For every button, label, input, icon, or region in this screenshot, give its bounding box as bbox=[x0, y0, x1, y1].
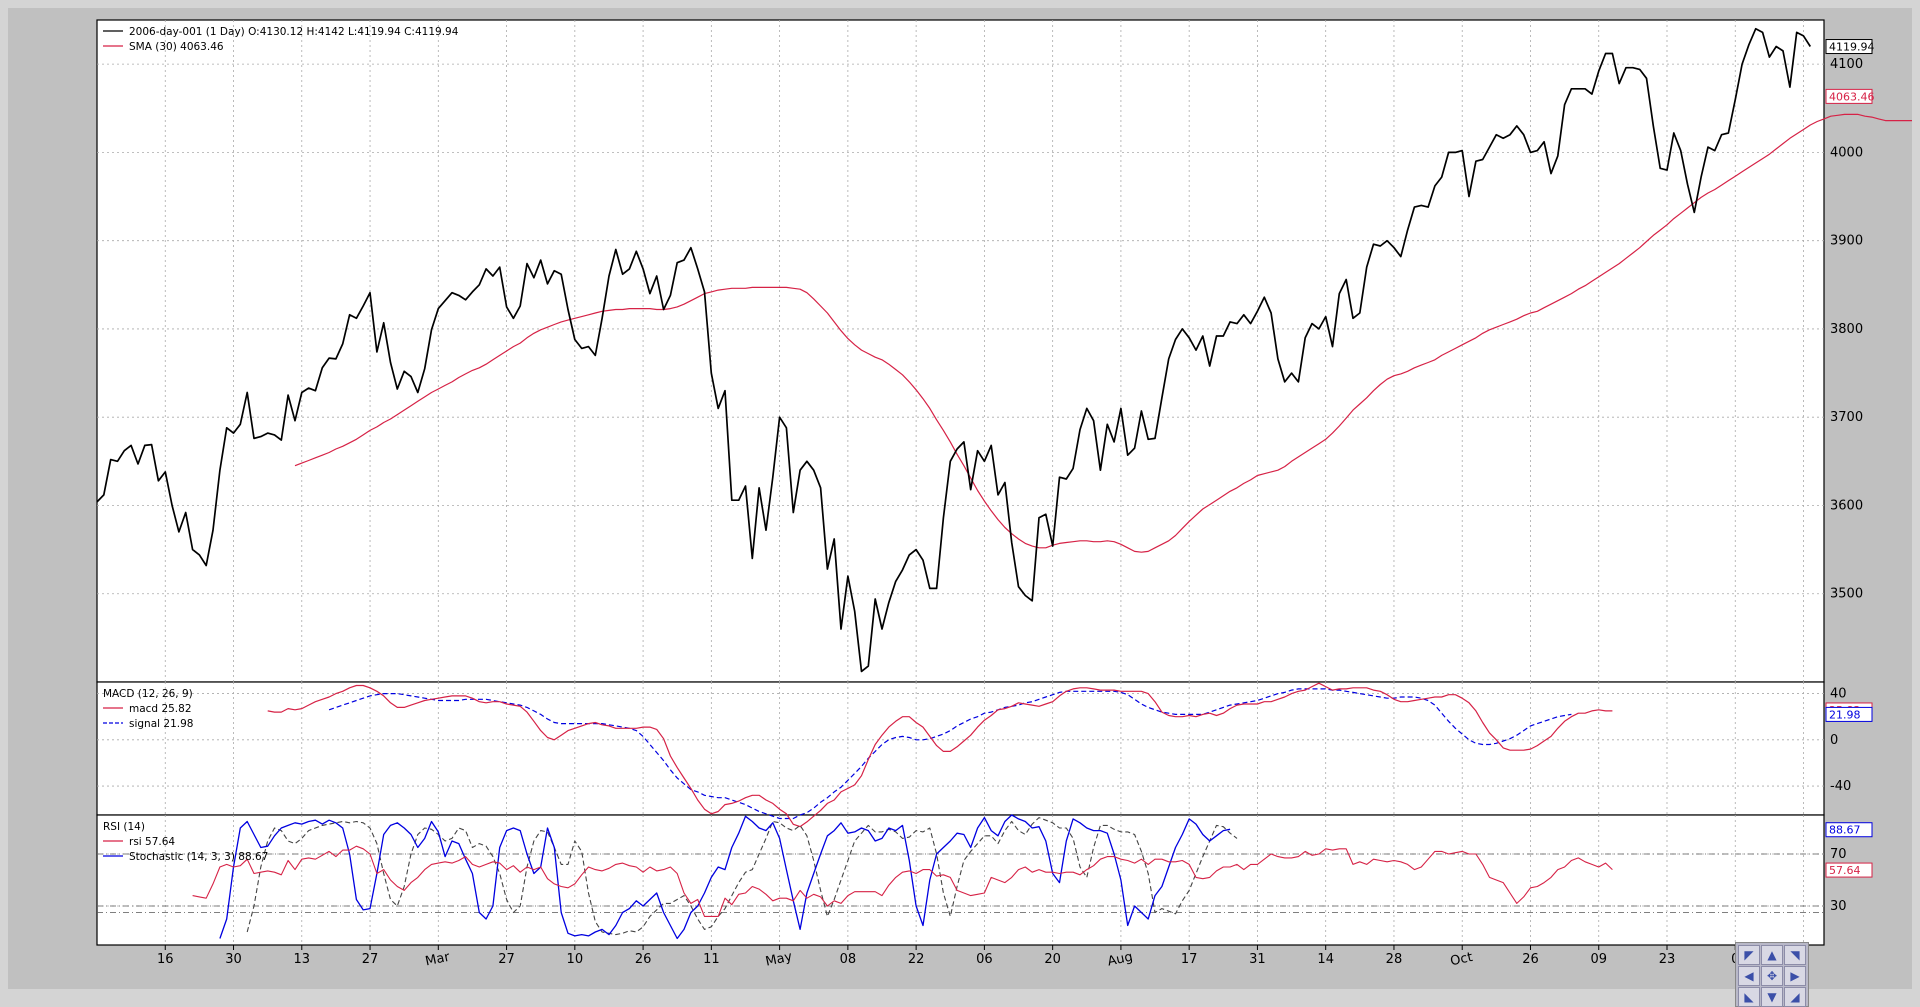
y-tick-label: 4000 bbox=[1830, 145, 1863, 160]
y-tick-label: 3500 bbox=[1830, 587, 1863, 602]
panel-macd bbox=[96, 681, 1825, 816]
legend-entry: rsi 57.64 bbox=[129, 836, 175, 848]
x-tick-label: 31 bbox=[1249, 952, 1266, 967]
pan-center-button[interactable]: ✥ bbox=[1761, 966, 1783, 986]
y-tick-label: 3900 bbox=[1830, 234, 1863, 249]
y-tick-label: 3800 bbox=[1830, 322, 1863, 337]
x-tick-label: 13 bbox=[294, 952, 311, 967]
y-tick-label: 0 bbox=[1830, 733, 1838, 748]
last-value-tag-box bbox=[1825, 88, 1873, 104]
y-tick-label: 4100 bbox=[1830, 57, 1863, 72]
close-price-line bbox=[96, 27, 1812, 673]
last-value-tag-box bbox=[1825, 706, 1873, 722]
pan-up-left-button[interactable]: ◤ bbox=[1738, 945, 1760, 965]
legend-entry: Stochastic (14, 3, 3) 88.67 bbox=[129, 851, 268, 863]
pan-up-button[interactable]: ▲ bbox=[1761, 945, 1783, 965]
x-tick-label: 23 bbox=[1659, 952, 1676, 967]
x-tick-label: 27 bbox=[362, 952, 379, 967]
chart-canvas: 16 30 13 27 Mar 27 10 26 11 May 08 22 06 20 Aug 17 31 14 2… bbox=[96, 19, 1912, 970]
x-tick-label: Mar bbox=[424, 950, 452, 970]
last-value-tag-box bbox=[1825, 822, 1873, 838]
legend-entry: 2006-day-001 (1 Day) O:4130.12 H:4142 L:… bbox=[129, 26, 459, 38]
last-value-tag: 4063.46 bbox=[1829, 90, 1875, 103]
pan-down-left-button[interactable]: ◣ bbox=[1738, 987, 1760, 1007]
x-tick-label: 11 bbox=[703, 952, 720, 967]
legend-entry: RSI (14) bbox=[103, 821, 145, 833]
last-value-tag: 21.98 bbox=[1829, 708, 1861, 721]
pan-right-button[interactable]: ▶ bbox=[1784, 966, 1806, 986]
legend-entry: signal 21.98 bbox=[129, 718, 193, 730]
y-tick-label: 70 bbox=[1830, 847, 1847, 862]
x-tick-label: 06 bbox=[976, 952, 993, 967]
stochastic-k-line bbox=[219, 814, 1231, 940]
last-value-tag: 57.64 bbox=[1829, 864, 1861, 877]
x-tick-label: Oct bbox=[1449, 950, 1474, 969]
panel-price bbox=[96, 19, 1825, 683]
x-tick-label: Aug bbox=[1106, 950, 1134, 970]
x-tick-label: 27 bbox=[498, 952, 515, 967]
chart-window: 16 30 13 27 Mar 27 10 26 11 May 08 22 06 20 Aug 17 31 14 2… bbox=[8, 8, 1912, 1007]
x-tick-label: 22 bbox=[908, 952, 925, 967]
y-tick-label: -40 bbox=[1830, 779, 1851, 794]
macd-line bbox=[267, 682, 1613, 828]
x-tick-label: 26 bbox=[635, 952, 652, 967]
x-tick-label: 10 bbox=[567, 952, 584, 967]
pan-left-button[interactable]: ◀ bbox=[1738, 966, 1760, 986]
last-value-tag: 4119.94 bbox=[1829, 41, 1875, 54]
pan-down-right-button[interactable]: ◢ bbox=[1784, 987, 1806, 1007]
y-tick-label: 3700 bbox=[1830, 410, 1863, 425]
last-value-tag: 88.67 bbox=[1829, 824, 1861, 837]
legend-entry: macd 25.82 bbox=[129, 703, 192, 715]
x-tick-label: 09 bbox=[1590, 952, 1607, 967]
last-value-tag-box bbox=[1825, 862, 1873, 878]
last-value-tag-box bbox=[1825, 39, 1873, 55]
rsi-line bbox=[192, 845, 1613, 917]
x-tick-label: 08 bbox=[840, 952, 857, 967]
x-tick-label: 20 bbox=[1044, 952, 1061, 967]
signal-line bbox=[328, 688, 1572, 820]
legend-entry: SMA (30) 4063.46 bbox=[129, 41, 224, 53]
legend-entry: MACD (12, 26, 9) bbox=[103, 688, 193, 700]
y-tick-label: 30 bbox=[1830, 899, 1847, 914]
x-tick-label: May bbox=[764, 949, 794, 969]
pan-up-right-button[interactable]: ◥ bbox=[1784, 945, 1806, 965]
x-tick-label: 16 bbox=[157, 952, 174, 967]
x-tick-label: 14 bbox=[1317, 952, 1334, 967]
navigation-widget: ◤ ▲ ◥ ◀ ✥ ▶ ◣ ▼ ◢ bbox=[1735, 942, 1809, 1007]
stochastic-d-line bbox=[246, 817, 1238, 936]
x-tick-label: 17 bbox=[1181, 952, 1198, 967]
sma-line bbox=[294, 113, 1912, 553]
y-tick-label: 40 bbox=[1830, 687, 1847, 702]
x-tick-label: 28 bbox=[1386, 952, 1403, 967]
y-tick-label: 3600 bbox=[1830, 498, 1863, 513]
pan-down-button[interactable]: ▼ bbox=[1761, 987, 1783, 1007]
x-tick-label: 30 bbox=[225, 952, 242, 967]
x-tick-label: 26 bbox=[1522, 952, 1539, 967]
